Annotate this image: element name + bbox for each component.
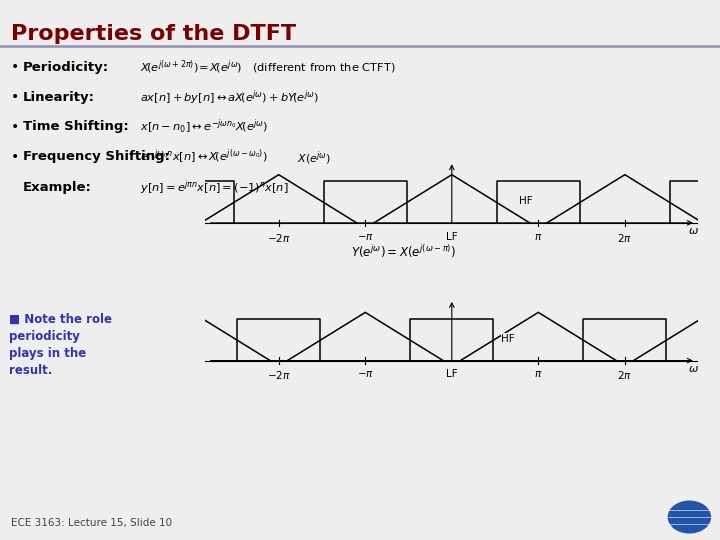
Text: $Y(e^{j\omega}) = X(e^{j(\omega-\pi)})$: $Y(e^{j\omega}) = X(e^{j(\omega-\pi)})$: [351, 242, 456, 260]
Text: $2\pi$: $2\pi$: [617, 369, 632, 381]
Text: LF: LF: [446, 232, 458, 241]
Text: $-\pi$: $-\pi$: [356, 232, 374, 241]
Text: Linearity:: Linearity:: [23, 91, 95, 104]
Text: $e^{-j\omega_0 n}x[n]\leftrightarrow X\!\left(e^{j(\omega-\omega_0)}\right)$: $e^{-j\omega_0 n}x[n]\leftrightarrow X\!…: [140, 147, 269, 166]
Text: Periodicity:: Periodicity:: [23, 61, 109, 74]
Text: HF: HF: [501, 334, 515, 344]
Text: $X\!\left(e^{j(\omega+2\pi)}\right)\!=X\!\left(e^{j\omega}\right)$   (different : $X\!\left(e^{j(\omega+2\pi)}\right)\!=X\…: [140, 59, 396, 76]
Text: $2\pi$: $2\pi$: [617, 232, 632, 244]
Text: Frequency Shifting:: Frequency Shifting:: [23, 150, 170, 163]
Text: •: •: [11, 150, 19, 164]
Text: $\pi$: $\pi$: [534, 369, 543, 379]
Text: Example:: Example:: [23, 181, 92, 194]
Text: $ax[n]+by[n]\leftrightarrow aX\!\left(e^{j\omega}\right)+bY\!\left(e^{j\omega}\r: $ax[n]+by[n]\leftrightarrow aX\!\left(e^…: [140, 88, 320, 106]
Text: HF: HF: [518, 197, 532, 206]
Text: $\omega$: $\omega$: [688, 364, 698, 374]
Text: $x[n-n_0]\leftrightarrow e^{-j\omega n_0}X\!\left(e^{j\omega}\right)$: $x[n-n_0]\leftrightarrow e^{-j\omega n_0…: [140, 118, 269, 136]
Text: LF: LF: [446, 369, 458, 379]
Text: Properties of the DTFT: Properties of the DTFT: [11, 24, 296, 44]
Text: $-2\pi$: $-2\pi$: [267, 369, 291, 381]
Text: •: •: [11, 120, 19, 134]
Text: ECE 3163: Lecture 15, Slide 10: ECE 3163: Lecture 15, Slide 10: [11, 518, 172, 528]
Text: $\omega$: $\omega$: [688, 226, 698, 236]
Text: ■ Note the role
periodicity
plays in the
result.: ■ Note the role periodicity plays in the…: [9, 313, 112, 377]
Text: $\pi$: $\pi$: [534, 232, 543, 241]
Text: $-2\pi$: $-2\pi$: [267, 232, 291, 244]
Text: $-\pi$: $-\pi$: [356, 369, 374, 379]
Text: $y[n]=e^{j\pi n}x[n]=(-1)^n x[n]$: $y[n]=e^{j\pi n}x[n]=(-1)^n x[n]$: [140, 179, 289, 197]
Text: $X(e^{j\omega})$: $X(e^{j\omega})$: [297, 149, 330, 167]
Text: •: •: [11, 90, 19, 104]
Text: Time Shifting:: Time Shifting:: [23, 120, 129, 133]
Text: •: •: [11, 60, 19, 75]
Circle shape: [668, 501, 711, 533]
